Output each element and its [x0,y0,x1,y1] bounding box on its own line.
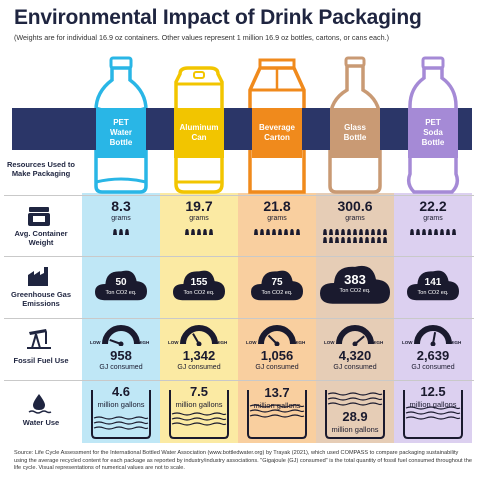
fossil-unit: GJ consumed [255,364,299,371]
container-label-plate [330,108,380,158]
gauge-high-label: HIGH [216,340,228,345]
ghg-unit: Ton CO2 eq. [261,290,293,296]
water-value: 13.7 [264,385,290,400]
gauge-icon [180,325,218,346]
weight-value: 300.6 [337,198,373,214]
weight-value: 19.7 [185,198,213,214]
ghg-unit: Ton CO2 eq. [339,288,371,294]
label-pet-water: PET Water Bottle [109,118,133,147]
row-label-fossil: Fossil Fuel Use [13,356,69,365]
weight-unit: grams [111,215,131,222]
gauge-low-label: LOW [246,340,257,345]
weight-value: 8.3 [111,198,131,214]
fossil-value: 1,342 [182,348,216,363]
cloud-icon [95,270,147,301]
water-tank-icon [325,390,385,439]
weight-unit: grams [189,215,209,222]
water-tank-icon [169,390,229,439]
gauge-low-label: LOW [402,340,413,345]
gauge-icon [102,325,140,346]
water-tank-icon [403,390,463,439]
weight-marks-icon [254,229,300,235]
weight-unit: grams [267,215,287,222]
gauge-high-label: HIGH [372,340,384,345]
gauge-high-label: HIGH [138,340,150,345]
container-label-plate [96,108,146,158]
water-unit: million gallons [253,401,301,410]
row-label-weight: Avg. Container Weight [14,229,68,247]
gauge-icon [414,325,452,346]
gauge-high-label: HIGH [450,340,462,345]
ghg-value: 75 [271,277,283,288]
label-aluminum-can: Aluminum Can [179,123,219,142]
weight-value: 21.8 [263,198,291,214]
label-pet-soda: PET Soda Bottle [421,118,445,147]
page-subtitle: (Weights are for individual 16.9 oz cont… [14,33,390,42]
row-label-water: Water Use [22,418,60,427]
water-tank-icon [247,390,307,439]
water-value: 7.5 [189,384,209,399]
cloud-icon [173,270,225,301]
ghg-value: 50 [115,277,127,288]
gauge-low-label: LOW [324,340,335,345]
fossil-value: 1,056 [260,348,294,363]
factory-icon [26,265,52,287]
gauge-icon [336,325,374,346]
water-unit: million gallons [331,425,379,434]
cloud-icon [251,270,303,301]
water-unit: million gallons [175,400,223,409]
row-label-resources: Resources Used to Make Packaging [7,160,75,178]
label-beverage-carton: Beverage Carton [258,123,296,142]
fossil-unit: GJ consumed [333,364,377,371]
divider [4,195,474,196]
water-unit: million gallons [409,400,457,409]
source-note: Source: Life Cycle Assessment for the In… [14,450,472,472]
divider [4,380,474,381]
cloud-icon [320,265,390,304]
fossil-value: 4,320 [338,348,372,363]
cloud-icon [407,270,459,301]
weight-marks-icon [323,229,387,243]
gauge-low-label: LOW [168,340,179,345]
water-tank-icon [91,390,151,439]
container-label-plate [408,108,458,158]
weight-unit: grams [345,215,365,222]
ghg-value: 155 [190,277,208,288]
ghg-value: 141 [424,277,442,288]
fossil-unit: GJ consumed [99,364,143,371]
water-unit: million gallons [97,400,145,409]
divider [4,256,474,257]
water-drop-icon [26,393,52,415]
fossil-unit: GJ consumed [411,364,455,371]
ghg-value: 383 [344,272,366,287]
container-label-plate [252,108,302,158]
gauge-low-label: LOW [90,340,101,345]
gauge-high-label: HIGH [294,340,306,345]
weight-marks-icon [410,229,456,235]
ghg-unit: Ton CO2 eq. [105,290,137,296]
container-label-plate [174,108,224,158]
water-value: 12.5 [420,384,446,399]
fossil-unit: GJ consumed [177,364,221,371]
water-value: 4.6 [111,384,131,399]
ghg-unit: Ton CO2 eq. [183,290,215,296]
divider [4,318,474,319]
oil-pump-icon [26,327,52,349]
scale-icon [26,205,52,227]
water-value: 28.9 [342,409,368,424]
gauge-icon [258,325,296,346]
page-title: Environmental Impact of Drink Packaging [14,6,422,29]
weight-value: 22.2 [419,198,447,214]
fossil-value: 958 [110,348,132,363]
weight-marks-icon [113,229,129,235]
banner-overlay [12,108,472,150]
weight-marks-icon [185,229,213,235]
ghg-unit: Ton CO2 eq. [417,290,449,296]
row-label-ghg: Greenhouse Gas Emissions [10,290,72,308]
label-glass-bottle: Glass Bottle [343,123,367,142]
fossil-value: 2,639 [416,348,450,363]
weight-unit: grams [423,215,443,222]
